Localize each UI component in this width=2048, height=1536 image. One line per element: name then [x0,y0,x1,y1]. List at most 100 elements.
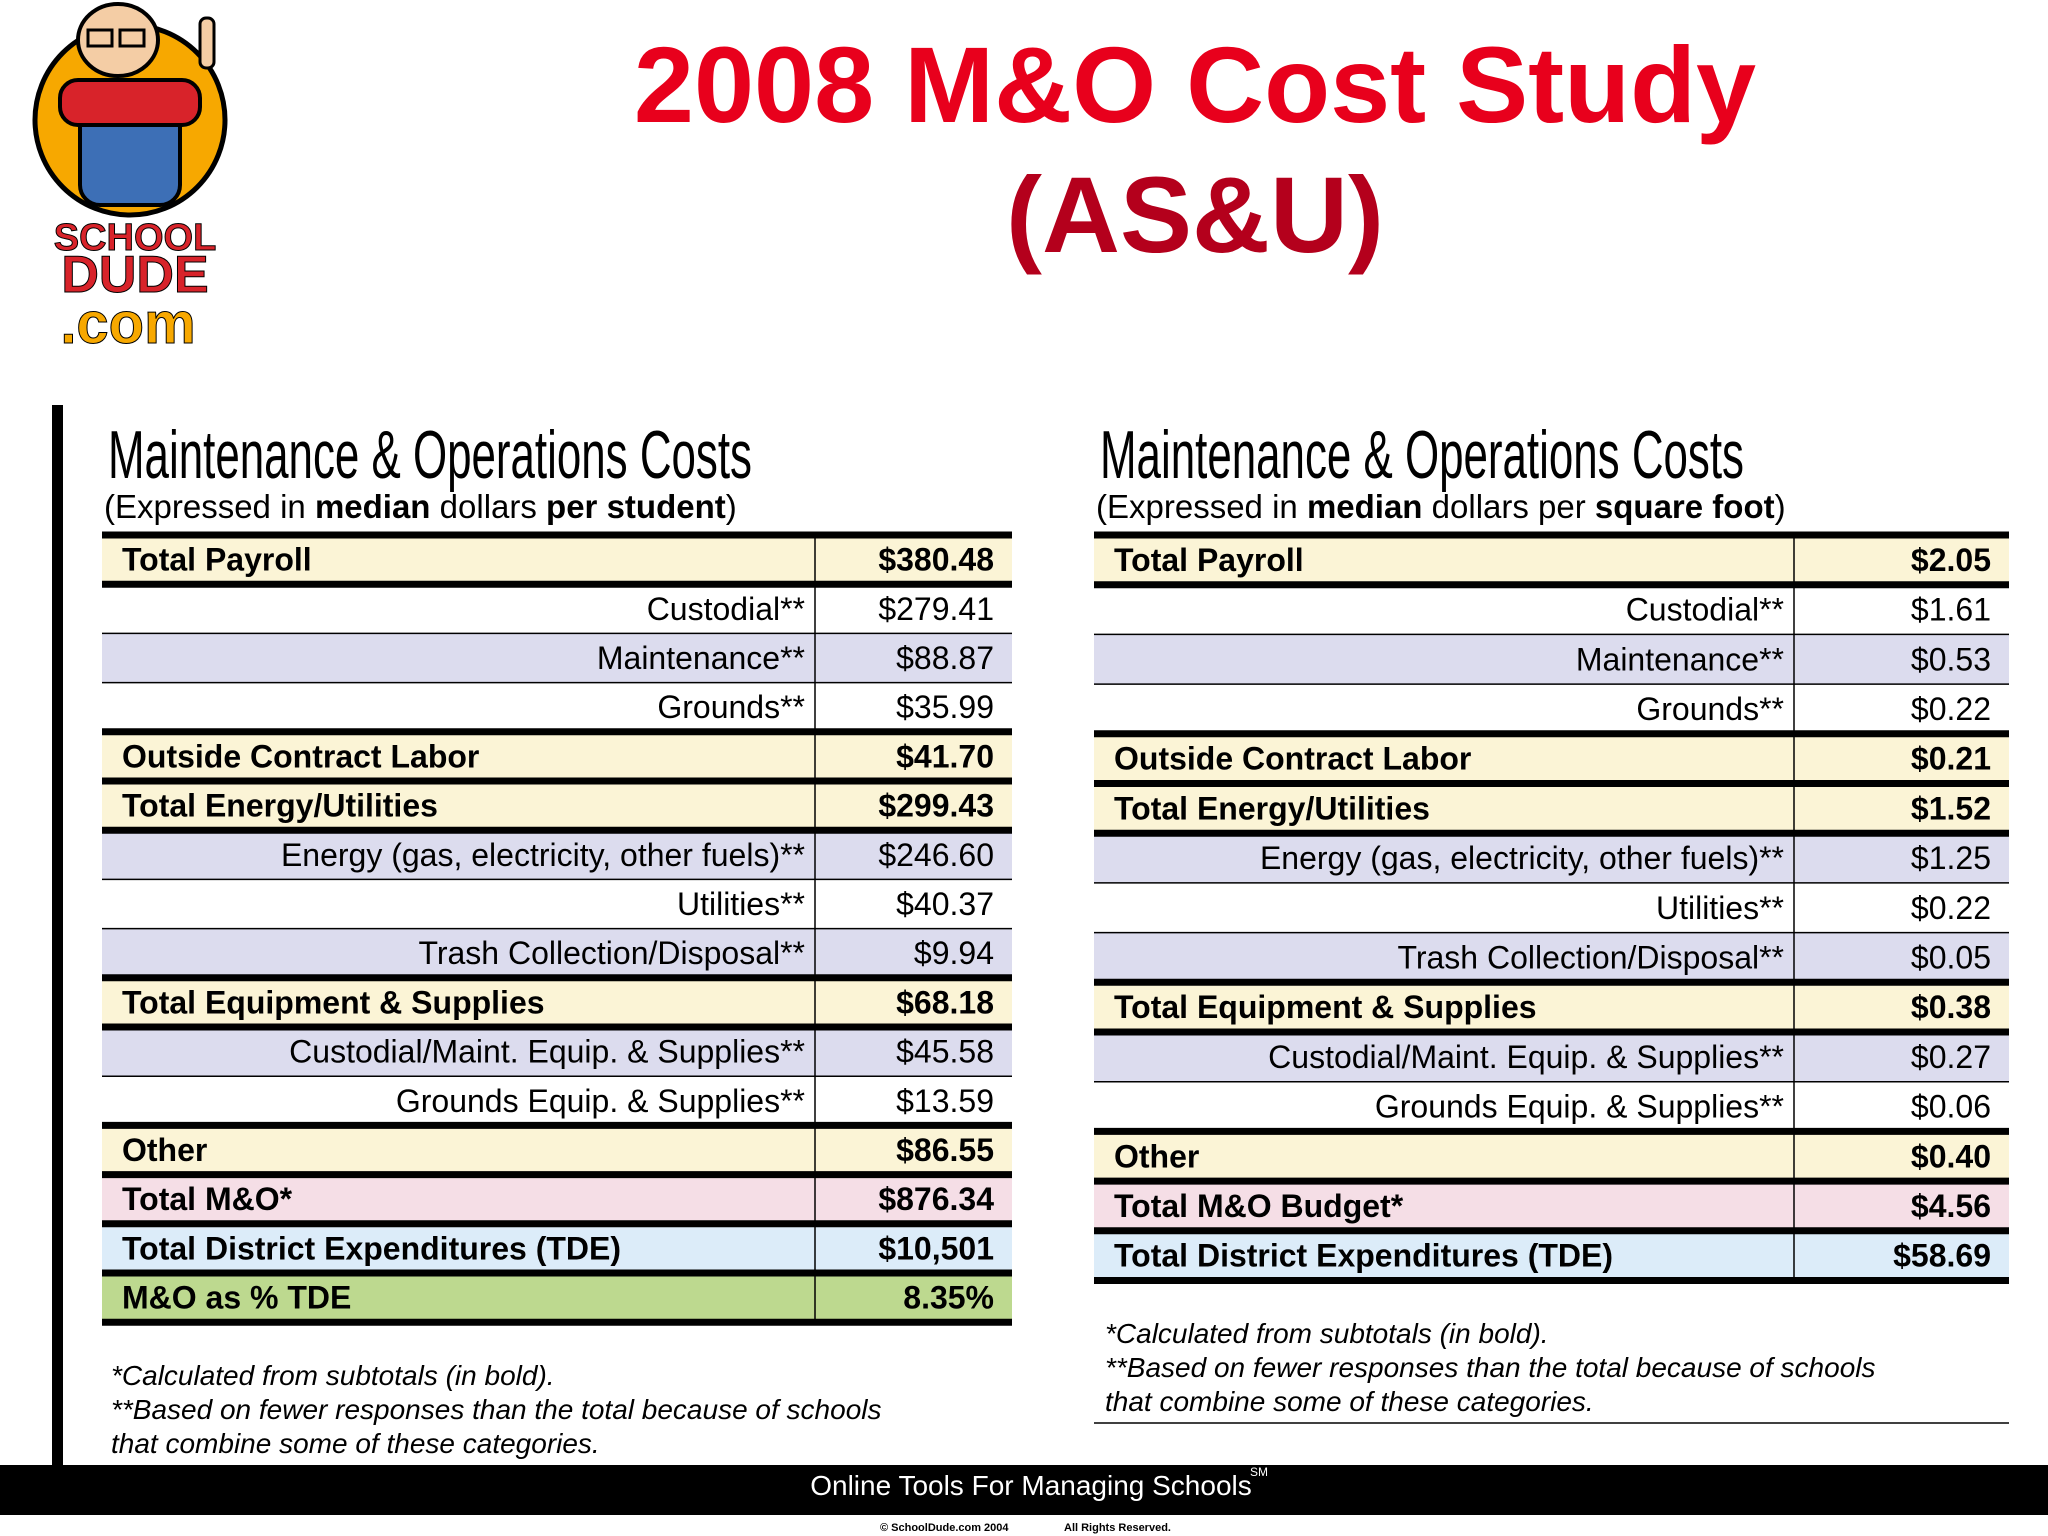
table-row [1094,1230,2009,1281]
row-value: $10,501 [878,1230,994,1266]
table-row [102,584,1012,634]
row-label: Grounds Equip. & Supplies** [396,1083,805,1119]
footnote: *Calculated from subtotals (in bold). [111,1360,555,1391]
row-label: Total District Expenditures (TDE) [1114,1238,1613,1274]
table-row [1094,1131,2009,1182]
row-label: Maintenance** [1576,641,1784,677]
row-label: Custodial/Maint. Equip. & Supplies** [1268,1039,1784,1075]
row-value: $1.52 [1911,790,1991,826]
row-value: $279.41 [878,591,994,627]
table-row [1094,932,2009,983]
table-row [102,977,1012,1027]
row-value: $0.22 [1911,691,1991,727]
table-subtitle: (Expressed in median dollars per square … [1096,488,1786,525]
row-label: Utilities** [677,886,805,922]
table-row [102,1273,1012,1323]
table-row [102,781,1012,831]
table-row [1094,882,2009,933]
logo-text: SCHOOL [54,217,217,259]
row-value: $40.37 [896,886,994,922]
row-value: 8.35% [903,1280,994,1316]
table-row [102,535,1012,585]
logo-text: .com [60,291,195,356]
row-label: Grounds Equip. & Supplies** [1375,1089,1784,1125]
row-label: Total District Expenditures (TDE) [122,1230,621,1266]
row-value: $299.43 [878,788,994,824]
footer-rights: All Rights Reserved. [1064,1522,1171,1534]
footer-bar [0,1465,2048,1515]
footer-copyright: © SchoolDude.com 2004 [880,1522,1009,1534]
row-value: $35.99 [896,689,994,725]
row-label: Total M&O* [122,1181,293,1217]
row-label: Custodial** [1626,592,1784,628]
table-row [1094,535,2009,585]
row-label: Outside Contract Labor [1114,741,1471,777]
row-label: Total Energy/Utilities [122,788,438,824]
row-value: $41.70 [896,738,994,774]
table-row [102,879,1012,929]
table-row [1094,684,2009,734]
footnote: **Based on fewer responses than the tota… [1105,1352,1876,1383]
table-row [102,928,1012,978]
table-title: Maintenance & Operations Costs [108,417,752,493]
subtitle-part: ) [726,488,737,525]
table-row [1094,833,2009,883]
row-value: $45.58 [896,1034,994,1070]
footnote: **Based on fewer responses than the tota… [111,1394,882,1425]
row-value: $0.27 [1911,1039,1991,1075]
row-label: Total Payroll [122,542,312,578]
row-value: $4.56 [1911,1188,1991,1224]
row-label: Custodial/Maint. Equip. & Supplies** [289,1034,805,1070]
side-bar [52,405,63,1467]
row-value: $1.61 [1911,592,1991,628]
row-value: $68.18 [896,984,994,1020]
subtitle-part: dollars [430,488,546,525]
table-row [1094,584,2009,635]
row-label: Custodial** [647,591,805,627]
row-label: Trash Collection/Disposal** [418,935,805,971]
footer-mark: SM [1250,1465,1268,1479]
table-row [102,1174,1012,1224]
row-label: Maintenance** [597,640,805,676]
subtitle-part: median [1307,488,1423,525]
row-value: $0.06 [1911,1089,1991,1125]
row-label: Energy (gas, electricity, other fuels)** [1260,840,1784,876]
table-row [102,1125,1012,1175]
row-value: $86.55 [896,1132,994,1168]
table-row [102,682,1012,732]
table-row [102,633,1012,683]
row-value: $876.34 [878,1181,994,1217]
table-row [102,1027,1012,1077]
row-label: Grounds** [657,689,805,725]
subtitle-part: dollars per [1422,488,1594,525]
row-value: $246.60 [878,837,994,873]
row-label: Utilities** [1656,890,1784,926]
table-row [1094,634,2009,685]
logo-figure [32,2,228,218]
table-row [102,830,1012,880]
table-row [1094,1081,2009,1132]
table-row [102,1223,1012,1273]
title: (AS&U) [1006,154,1384,275]
row-label: Total Energy/Utilities [1114,790,1430,826]
footnote: *Calculated from subtotals (in bold). [1105,1318,1549,1349]
table-subtitle: (Expressed in median dollars per student… [104,488,737,525]
row-label: Total Equipment & Supplies [1114,989,1537,1025]
row-value: $0.22 [1911,890,1991,926]
row-label: Outside Contract Labor [122,738,479,774]
footer-tagline: Online Tools For Managing Schools [810,1470,1252,1501]
subtitle-part: per student [546,488,726,525]
table-row [1094,1032,2009,1082]
row-value: $9.94 [914,935,994,971]
row-value: $0.40 [1911,1138,1991,1174]
row-label: Trash Collection/Disposal** [1397,939,1784,975]
row-value: $2.05 [1911,542,1991,578]
row-value: $0.38 [1911,989,1991,1025]
table-row [1094,733,2009,784]
table-row [1094,1181,2009,1231]
row-value: $58.69 [1893,1238,1991,1274]
row-label: Total Payroll [1114,542,1304,578]
table-row [102,731,1012,781]
table-row [1094,783,2009,834]
